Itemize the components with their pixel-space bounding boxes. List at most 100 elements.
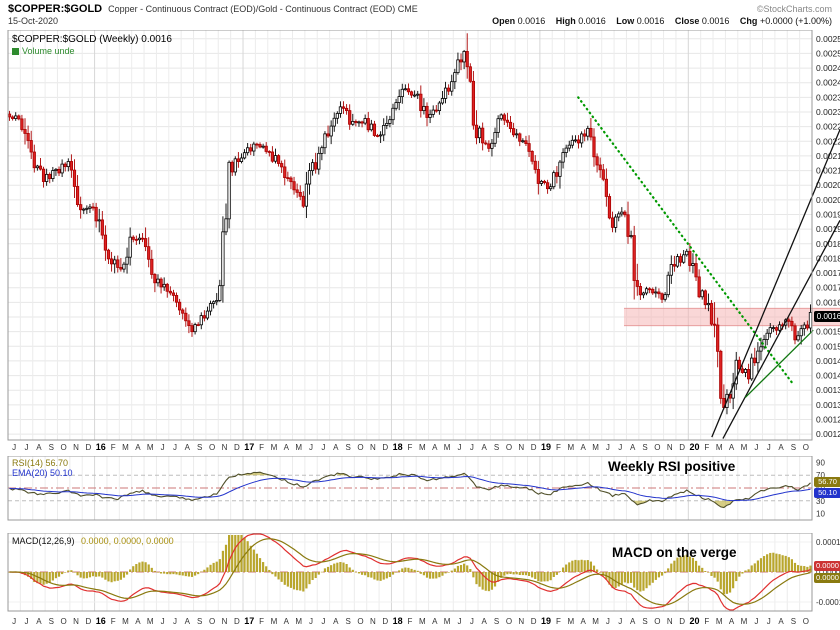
svg-text:O: O xyxy=(506,443,512,452)
price-legend: $COPPER:$GOLD (Weekly) 0.0016 xyxy=(12,34,172,45)
svg-text:19: 19 xyxy=(541,616,551,626)
svg-text:A: A xyxy=(630,443,636,452)
price-chart-canvas: 0.0025 0.0025 0.0024 0.0024 0.0023 0.0023 0.00… xyxy=(0,30,840,456)
svg-text:30: 30 xyxy=(816,497,825,506)
svg-text:S: S xyxy=(494,617,499,626)
svg-text:F: F xyxy=(111,617,116,626)
svg-text:M: M xyxy=(147,443,154,452)
svg-text:0.0022: 0.0022 xyxy=(816,136,840,146)
open-value: 0.0016 xyxy=(517,16,546,26)
macd-legend: MACD(12,26,9) 0.0000, 0.0000, 0.0000 xyxy=(12,536,174,546)
volume-legend: Volume unde xyxy=(12,46,75,56)
svg-text:A: A xyxy=(778,443,784,452)
svg-text:0.0021: 0.0021 xyxy=(816,151,840,161)
svg-text:M: M xyxy=(419,617,426,626)
svg-text:M: M xyxy=(271,443,278,452)
svg-text:N: N xyxy=(370,617,376,626)
svg-text:F: F xyxy=(704,617,709,626)
svg-text:S: S xyxy=(345,617,350,626)
svg-text:18: 18 xyxy=(393,616,403,626)
svg-text:S: S xyxy=(197,443,202,452)
svg-text:D: D xyxy=(679,443,685,452)
rsi-legend: RSI(14) 56.70 xyxy=(12,458,69,468)
close-label: Close xyxy=(674,16,700,26)
rsi-ema-legend: EMA(20) 50.10 xyxy=(12,468,73,478)
svg-text:J: J xyxy=(321,617,325,626)
svg-text:0.0014: 0.0014 xyxy=(816,371,840,381)
svg-text:O: O xyxy=(506,617,512,626)
svg-text:16: 16 xyxy=(96,442,106,452)
svg-text:S: S xyxy=(49,617,54,626)
svg-text:M: M xyxy=(716,617,723,626)
svg-text:A: A xyxy=(333,617,339,626)
svg-text:0.0022: 0.0022 xyxy=(816,122,840,132)
svg-text:0.0017: 0.0017 xyxy=(816,268,840,278)
svg-text:J: J xyxy=(309,443,313,452)
svg-text:N: N xyxy=(73,443,79,452)
svg-text:O: O xyxy=(803,443,809,452)
chg-value: +0.0000 (+1.00%) xyxy=(759,16,832,26)
svg-text:O: O xyxy=(357,617,363,626)
svg-text:A: A xyxy=(580,443,586,452)
svg-text:J: J xyxy=(457,617,461,626)
svg-text:F: F xyxy=(408,443,413,452)
svg-text:N: N xyxy=(222,443,228,452)
rsi-ema-axis-tag: 50.10 xyxy=(814,488,840,498)
svg-text:D: D xyxy=(86,617,92,626)
chg-label: Chg xyxy=(739,16,758,26)
open-label: Open xyxy=(492,16,516,26)
svg-text:F: F xyxy=(556,443,561,452)
svg-text:S: S xyxy=(791,443,796,452)
svg-text:0.0019: 0.0019 xyxy=(816,210,840,220)
svg-text:J: J xyxy=(161,443,165,452)
svg-text:D: D xyxy=(382,443,388,452)
high-label: High xyxy=(555,16,576,26)
svg-text:S: S xyxy=(642,617,647,626)
svg-text:0.0023: 0.0023 xyxy=(816,107,840,117)
svg-text:N: N xyxy=(667,443,673,452)
svg-text:0.0013: 0.0013 xyxy=(816,385,840,395)
svg-text:0.0020: 0.0020 xyxy=(816,180,840,190)
svg-text:0.0025: 0.0025 xyxy=(816,48,840,58)
svg-text:J: J xyxy=(470,443,474,452)
svg-text:O: O xyxy=(61,617,67,626)
svg-text:F: F xyxy=(259,617,264,626)
svg-text:D: D xyxy=(234,617,240,626)
svg-text:D: D xyxy=(86,443,92,452)
svg-text:0.0015: 0.0015 xyxy=(816,341,840,351)
svg-text:O: O xyxy=(357,443,363,452)
high-value: 0.0016 xyxy=(578,16,606,26)
svg-text:0.0024: 0.0024 xyxy=(816,78,840,88)
svg-text:20: 20 xyxy=(689,442,699,452)
svg-text:20: 20 xyxy=(689,616,699,626)
svg-text:J: J xyxy=(161,617,165,626)
svg-text:M: M xyxy=(741,443,748,452)
macd-legend-values: 0.0000, 0.0000, 0.0000 xyxy=(81,536,174,546)
svg-text:0.0014: 0.0014 xyxy=(816,356,840,366)
svg-text:A: A xyxy=(580,617,586,626)
svg-text:F: F xyxy=(111,443,116,452)
svg-text:O: O xyxy=(61,443,67,452)
rsi-axis-tag: 56.70 xyxy=(814,477,840,487)
svg-text:D: D xyxy=(531,617,537,626)
svg-text:70: 70 xyxy=(816,471,825,480)
svg-text:M: M xyxy=(716,443,723,452)
svg-text:A: A xyxy=(729,617,735,626)
svg-text:M: M xyxy=(741,617,748,626)
volume-legend-label: Volume unde xyxy=(22,46,75,56)
svg-text:N: N xyxy=(370,443,376,452)
svg-text:D: D xyxy=(679,617,685,626)
svg-text:N: N xyxy=(667,617,673,626)
volume-swatch-icon xyxy=(12,47,19,55)
svg-text:J: J xyxy=(12,443,16,452)
svg-text:D: D xyxy=(234,443,240,452)
svg-text:F: F xyxy=(704,443,709,452)
svg-text:J: J xyxy=(25,443,29,452)
svg-text:0.0020: 0.0020 xyxy=(816,195,840,205)
svg-text:M: M xyxy=(567,443,574,452)
svg-text:S: S xyxy=(49,443,54,452)
macd-axis-tag-1: 0.0000 xyxy=(814,561,840,571)
svg-text:A: A xyxy=(630,617,636,626)
svg-text:0.0013: 0.0013 xyxy=(816,400,840,410)
svg-text:J: J xyxy=(618,443,622,452)
